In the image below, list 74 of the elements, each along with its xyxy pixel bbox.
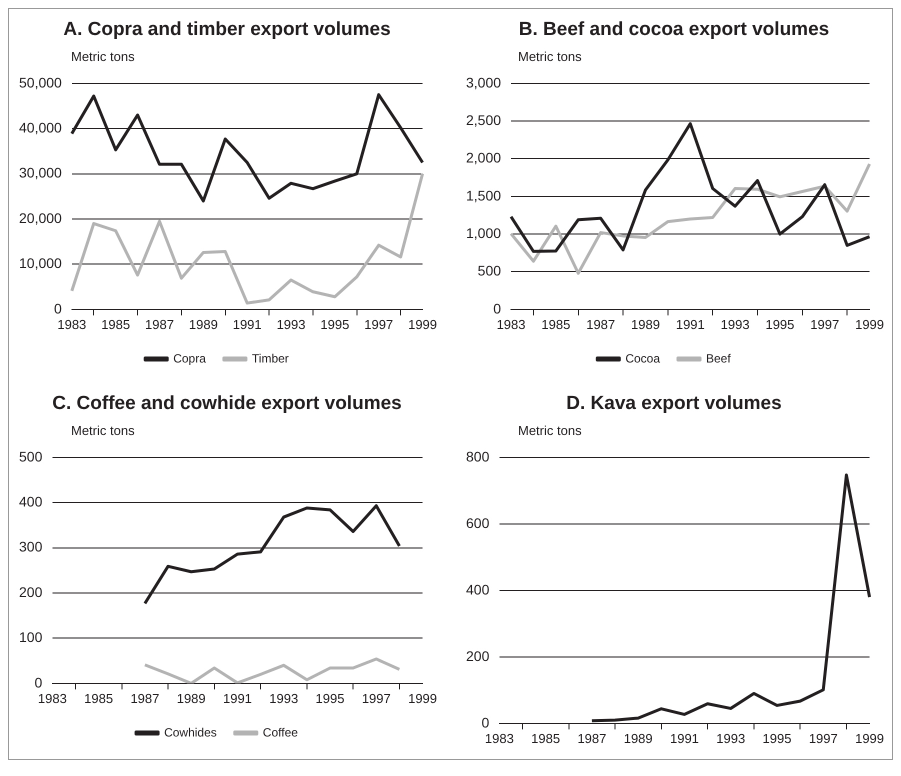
x-tick-label: 1985	[531, 730, 560, 746]
y-tick-label: 30,000	[18, 164, 62, 181]
y-tick-label: 600	[466, 514, 490, 531]
x-tick-label: 1995	[762, 730, 792, 746]
chart-title: C. Coffee and cowhide export volumes	[51, 393, 403, 416]
x-tick-label: 1987	[145, 316, 174, 332]
x-tick-label: 1995	[765, 316, 794, 332]
y-tick-label: 10,000	[18, 255, 62, 272]
x-tick-label: 1991	[232, 316, 262, 332]
y-tick-label: 3,000	[466, 74, 502, 90]
x-tick-label: 1995	[316, 690, 344, 706]
x-tick-label: 1989	[631, 316, 660, 332]
legend-label: Coffee	[262, 725, 298, 740]
x-tick-label: 1997	[364, 316, 394, 332]
chart-title: D. Kava export volumes	[565, 393, 783, 416]
x-tick-label: 1997	[810, 316, 840, 332]
y-tick-label: 200	[19, 584, 43, 600]
legend-label: Cowhides	[164, 725, 217, 740]
x-tick-label: 1991	[676, 316, 705, 332]
x-tick-label: 1991	[222, 690, 252, 706]
legend-label: Beef	[706, 351, 732, 366]
legend-label: Copra	[173, 351, 206, 366]
x-tick-label: 1987	[586, 316, 616, 332]
y-tick-label: 0	[493, 300, 502, 316]
x-tick-label: 1985	[84, 690, 114, 706]
x-tick-label: 1999	[855, 730, 884, 746]
x-tick-label: 1987	[577, 730, 606, 746]
y-tick-label: 0	[34, 674, 43, 690]
y-tick-label: 2,500	[466, 112, 502, 128]
x-tick-label: 1989	[624, 730, 653, 746]
y-axis-title: Metric tons	[71, 423, 136, 439]
x-tick-label: 1983	[484, 730, 514, 746]
y-tick-label: 0	[482, 714, 490, 730]
y-tick-label: 1,000	[466, 224, 502, 241]
x-tick-label: 1993	[276, 316, 306, 332]
y-tick-label: 300	[19, 538, 43, 555]
y-tick-label: 2,000	[466, 150, 502, 166]
y-tick-label: 400	[19, 493, 43, 510]
legend-label: Timber	[252, 351, 289, 366]
y-axis-title: Metric tons	[71, 49, 136, 65]
y-tick-label: 500	[478, 262, 502, 279]
x-tick-label: 1995	[320, 316, 350, 332]
chart-title: A. Copra and timber export volumes	[62, 19, 392, 42]
y-axis-title: Metric tons	[518, 423, 583, 439]
y-tick-label: 20,000	[18, 210, 62, 226]
y-tick-label: 0	[54, 300, 62, 316]
y-tick-label: 40,000	[18, 119, 62, 136]
legend-label: Cocoa	[625, 351, 660, 366]
y-tick-label: 50,000	[18, 74, 62, 90]
x-tick-label: 1985	[541, 316, 570, 332]
x-tick-label: 1983	[57, 316, 86, 332]
x-tick-label: 1993	[716, 730, 746, 746]
x-tick-label: 1999	[408, 690, 437, 706]
x-tick-label: 1985	[101, 316, 130, 332]
x-tick-label: 1989	[176, 690, 206, 706]
x-tick-label: 1997	[808, 730, 838, 746]
x-tick-label: 1983	[38, 690, 67, 706]
x-tick-label: 1987	[130, 690, 160, 706]
y-axis-title: Metric tons	[518, 49, 583, 65]
x-tick-label: 1993	[269, 690, 298, 706]
chart-title: B. Beef and cocoa export volumes	[518, 19, 830, 42]
y-tick-label: 200	[466, 648, 490, 664]
x-tick-label: 1997	[362, 690, 391, 706]
x-tick-label: 1991	[670, 730, 699, 746]
x-tick-label: 1999	[408, 316, 437, 332]
y-tick-label: 1,500	[466, 187, 502, 204]
y-tick-label: 800	[466, 448, 490, 464]
x-tick-label: 1983	[496, 316, 526, 332]
y-tick-label: 400	[466, 581, 490, 598]
y-tick-label: 100	[19, 629, 43, 646]
x-tick-label: 1989	[188, 316, 218, 332]
y-tick-label: 500	[19, 448, 43, 464]
x-tick-label: 1999	[855, 316, 884, 332]
x-tick-label: 1993	[720, 316, 750, 332]
